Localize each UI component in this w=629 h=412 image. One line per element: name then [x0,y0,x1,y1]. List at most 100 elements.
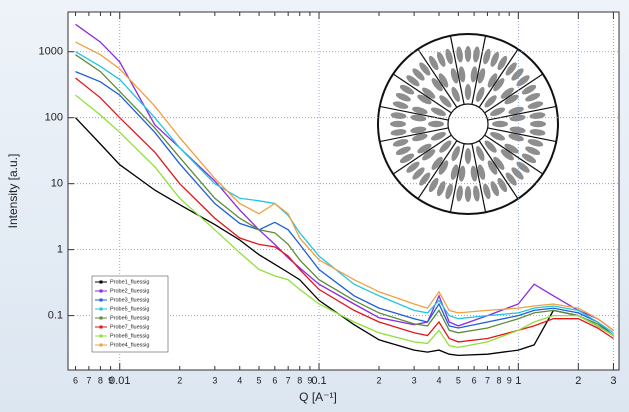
inset-ellipse [497,55,508,71]
inset-divider [471,143,487,213]
x-tick-label: 5 [257,375,262,385]
series-line [75,54,614,337]
y-tick-label: 1 [57,244,63,256]
legend-label: Probe6_fluessig [110,315,149,321]
x-tick-label: 2 [575,375,581,387]
inset-ellipse [439,95,452,108]
x-tick-label: 9 [507,375,512,385]
inset-ellipse [436,51,446,67]
inset-ellipse [417,94,432,105]
legend-label: Probe1_fluessig [110,279,149,285]
series-line [75,70,614,336]
inset-ellipse [445,183,453,200]
x-tick-label: 4 [437,375,442,385]
inset-ellipse [410,114,427,122]
inset-ellipse [438,73,449,88]
inset-ellipse [516,75,530,87]
x-tick-label: 7 [485,375,490,385]
inset-ellipse [451,146,461,162]
inset-ellipse [484,140,497,153]
inset-ellipse [521,84,537,95]
inset-ellipse [525,146,541,156]
series-line [75,94,614,349]
inset-divider [487,105,557,121]
inset-ellipse [464,186,472,202]
inset-ellipse [458,66,466,83]
inset-ellipse [430,131,446,141]
legend-label: Probe3_fluessig [110,297,149,303]
inset-ellipse [392,139,409,147]
x-tick-label: 8 [297,375,302,385]
legend-marker [99,307,103,311]
legend-marker [99,343,103,347]
inset-ellipse [450,68,459,84]
inset-ellipse [508,133,524,142]
y-tick-label: 100 [45,112,63,124]
y-axis-label: Intensity [a.u.] [6,154,20,229]
inset-ellipse [406,161,420,173]
inset-ellipse [516,161,530,173]
legend-marker [99,289,103,293]
inset-ellipse [470,165,478,182]
x-tick-label: 6 [272,375,277,385]
legend-label: Probe8_fluessig [110,333,149,339]
inset-ellipse [395,146,411,156]
inset-ellipse [428,177,439,193]
inset-ellipse [493,78,505,92]
legend-label: Probe2_fluessig [110,288,149,294]
inset-ellipse [395,92,411,102]
inset-ellipse [490,181,500,197]
inset-ellipse [412,133,428,142]
inset-ellipse [419,172,431,186]
inset-ellipse [504,143,519,154]
inset-ellipse [490,131,506,141]
inset-ellipse [490,107,506,117]
inset-ellipse [500,149,514,161]
inset-ellipse [458,165,466,182]
x-tick-label: 5 [456,375,461,385]
legend-label: Probe5_fluessig [110,306,149,312]
inset-ellipse [390,129,407,136]
inset-ellipse [475,86,485,102]
inset-ellipse [477,68,486,84]
inset-ellipse [487,160,498,175]
inset-ellipse [430,107,446,117]
x-tick-label: 6 [73,375,78,385]
y-tick-label: 0.1 [48,310,63,322]
x-tick-label: 0.1 [311,375,326,387]
inset-ellipse [500,87,514,99]
inset-ellipse [525,92,541,102]
inset-divider [392,134,452,175]
inset-divider [471,35,487,105]
inset-divider [379,127,449,143]
inset-ellipse [412,167,425,180]
x-tick-label: 8 [98,375,103,385]
inset-ellipse [428,55,439,71]
inset-ellipse [464,46,472,62]
inset-ellipse [410,126,427,134]
inset-ellipse [422,87,436,99]
x-tick-label: 7 [86,375,91,385]
inset-ellipse [419,62,431,76]
series-line [75,117,614,357]
inset-ellipse [505,62,517,76]
inset-ellipse [529,129,546,136]
inset-ellipse [399,84,415,95]
inset-ellipse [456,46,463,63]
inset-ellipse [490,51,500,67]
inset-diagram [377,33,559,215]
inset-ellipse [508,106,524,115]
inset-ellipse [422,149,436,161]
inset-ellipse [431,156,443,170]
inset-ellipse [477,164,486,180]
inset-ellipse [438,160,449,175]
inset-ellipse [521,153,537,164]
inset-ellipse [390,112,407,119]
inset-ellipse [484,95,497,108]
inset-divider [417,140,458,200]
legend-marker [99,316,103,320]
legend-marker [99,298,103,302]
x-tick-label: 3 [412,375,417,385]
legend-label: Probe7_fluessig [110,324,149,330]
